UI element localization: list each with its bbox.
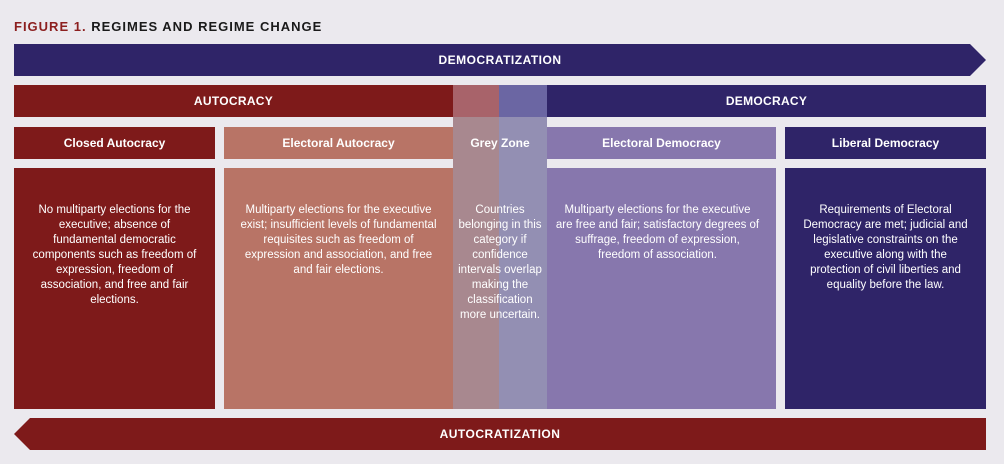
closed-autocracy-description-box: No multiparty elections for the executiv… [14, 168, 215, 409]
closed-autocracy-description: No multiparty elections for the executiv… [32, 204, 197, 306]
grey-zone-band-right [499, 85, 547, 117]
grey-zone-description-box: Countries belonging in this category if … [453, 168, 547, 409]
liberal-democracy-description: Requirements of Electoral Democracy are … [803, 204, 968, 291]
liberal-democracy-description-box: Requirements of Electoral Democracy are … [785, 168, 986, 409]
liberal-democracy-title: Liberal Democracy [831, 136, 940, 150]
democracy-band: DEMOCRACY [547, 85, 986, 117]
grey-zone-band-left [453, 85, 499, 117]
figure-name: REGIMES AND REGIME CHANGE [91, 19, 323, 34]
autocratization-arrow [14, 418, 986, 450]
autocracy-band: AUTOCRACY [14, 85, 453, 117]
electoral-democracy-title: Electoral Democracy [602, 136, 721, 150]
closed-autocracy-title: Closed Autocracy [63, 136, 166, 150]
liberal-democracy-header: Liberal Democracy [785, 127, 986, 159]
autocratization-label: AUTOCRATIZATION [439, 427, 561, 441]
electoral-autocracy-description-box: Multiparty elections for the executive e… [224, 168, 453, 409]
closed-autocracy-header: Closed Autocracy [14, 127, 215, 159]
electoral-autocracy-description: Multiparty elections for the executive e… [240, 204, 437, 276]
electoral-autocracy-title: Electoral Autocracy [282, 136, 395, 150]
democracy-band-label: DEMOCRACY [725, 94, 808, 108]
grey-zone-description: Countries belonging in this category if … [458, 204, 542, 321]
democratization-arrow [14, 44, 986, 76]
electoral-democracy-description: Multiparty elections for the executive a… [555, 204, 760, 261]
autocracy-band-label: AUTOCRACY [193, 94, 274, 108]
figure-title: FIGURE 1. REGIMES AND REGIME CHANGE [14, 19, 322, 34]
grey-zone-column-left [453, 117, 499, 409]
grey-zone-title: Grey Zone [470, 136, 530, 150]
grey-zone-column-right [499, 117, 547, 409]
electoral-autocracy-header: Electoral Autocracy [224, 127, 453, 159]
figure-label: FIGURE 1. [14, 19, 87, 34]
grey-zone-header: Grey Zone [453, 127, 547, 159]
democratization-label: DEMOCRATIZATION [438, 53, 562, 67]
